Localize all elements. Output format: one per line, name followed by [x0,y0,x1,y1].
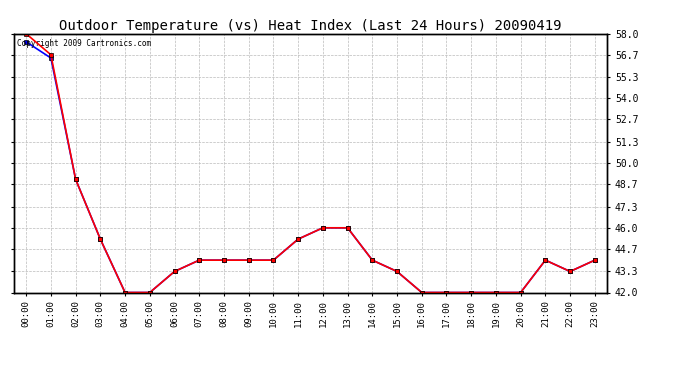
Title: Outdoor Temperature (vs) Heat Index (Last 24 Hours) 20090419: Outdoor Temperature (vs) Heat Index (Las… [59,19,562,33]
Text: Copyright 2009 Cartronics.com: Copyright 2009 Cartronics.com [17,39,151,48]
